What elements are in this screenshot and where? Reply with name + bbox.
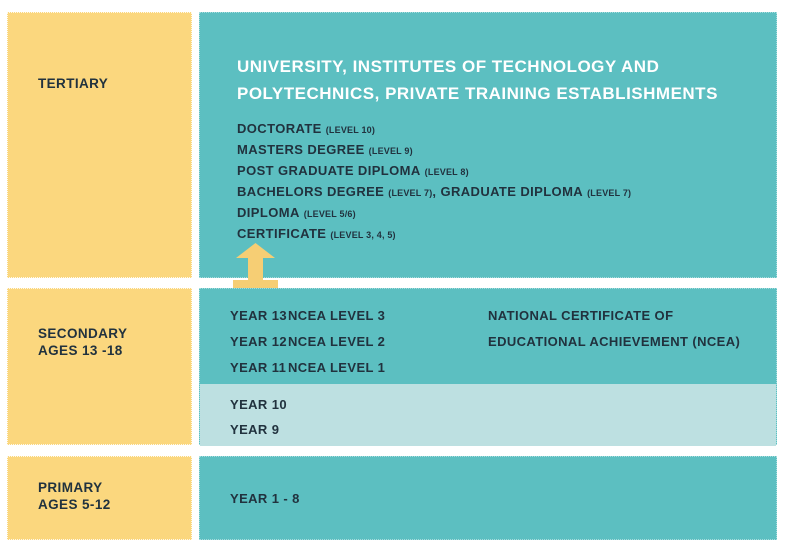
qualification-row: CERTIFICATE (LEVEL 3, 4, 5) [237,224,631,245]
secondary-label-box: SECONDARY AGES 13 -18 [7,288,192,445]
qualification-name: GRADUATE DIPLOMA [440,184,584,199]
primary-content-box: YEAR 1 - 8 [199,456,777,540]
senior-year-row: YEAR 11 NCEA LEVEL 1 [230,355,385,381]
junior-years-band: YEAR 10 YEAR 9 [200,384,776,446]
tertiary-label: TERTIARY [38,76,109,91]
tertiary-providers-title: UNIVERSITY, INSTITUTES OF TECHNOLOGY AND… [237,53,718,107]
tertiary-qualification-list: DOCTORATE (LEVEL 10) MASTERS DEGREE (LEVEL… [237,119,631,245]
primary-ages: AGES 5-12 [38,497,111,512]
qualification-separator: , [432,184,437,199]
qualification-level: (LEVEL 7) [388,188,433,198]
ncea-description-line1: NATIONAL CERTIFICATE OF [488,308,674,323]
tertiary-label-box: TERTIARY [7,12,192,278]
qualification-level: (LEVEL 10) [325,125,376,135]
secondary-ages: AGES 13 -18 [38,343,123,358]
senior-years-list: YEAR 13NCEA LEVEL 3 YEAR 12NCEA LEVEL 2 … [230,303,385,381]
junior-year-row: YEAR 9 [230,422,280,437]
ncea-description-line2: EDUCATIONAL ACHIEVEMENT (NCEA) [488,334,741,349]
secondary-content-box: YEAR 13NCEA LEVEL 3 YEAR 12NCEA LEVEL 2 … [199,288,777,446]
qualification-name: DIPLOMA [237,205,300,220]
qualification-level: (LEVEL 5/6) [303,209,356,219]
qualification-level: (LEVEL 7) [587,188,632,198]
qualification-row: BACHELORS DEGREE (LEVEL 7), GRADUATE DIPL… [237,182,631,203]
primary-label: PRIMARY [38,480,103,495]
qualification-row: MASTERS DEGREE (LEVEL 9) [237,140,631,161]
qualification-row: DIPLOMA (LEVEL 5/6) [237,203,631,224]
year-label: YEAR 11 [230,360,287,375]
primary-years-label: YEAR 1 - 8 [230,490,300,506]
ncea-level-label: NCEA LEVEL 2 [288,334,386,349]
up-arrow-icon [233,243,278,288]
qualification-row: POST GRADUATE DIPLOMA (LEVEL 8) [237,161,631,182]
qualification-level: (LEVEL 9) [368,146,413,156]
year-label: YEAR 13 [230,308,287,323]
secondary-label: SECONDARY [38,326,128,341]
ncea-level-label: NCEA LEVEL 1 [288,360,386,375]
qualification-name: MASTERS DEGREE [237,142,365,157]
qualification-level: (LEVEL 3, 4, 5) [330,230,396,240]
year-label: YEAR 12 [230,334,287,349]
qualification-name: POST GRADUATE DIPLOMA [237,163,421,178]
qualification-name: CERTIFICATE [237,226,327,241]
qualification-row: DOCTORATE (LEVEL 10) [237,119,631,140]
qualification-level: (LEVEL 8) [424,167,469,177]
qualification-name: BACHELORS DEGREE [237,184,385,199]
tertiary-content-box: UNIVERSITY, INSTITUTES OF TECHNOLOGY AND… [199,12,777,278]
tertiary-providers-line2: POLYTECHNICS, PRIVATE TRAINING ESTABLISH… [237,84,718,103]
tertiary-providers-line1: UNIVERSITY, INSTITUTES OF TECHNOLOGY AND [237,57,660,76]
qualification-name: DOCTORATE [237,121,322,136]
primary-label-box: PRIMARY AGES 5-12 [7,456,192,540]
junior-year-row: YEAR 10 [230,397,287,412]
ncea-description: NATIONAL CERTIFICATE OF EDUCATIONAL ACHI… [488,303,740,355]
senior-year-row: YEAR 13NCEA LEVEL 3 [230,303,385,329]
senior-year-row: YEAR 12NCEA LEVEL 2 [230,329,385,355]
ncea-level-label: NCEA LEVEL 3 [288,308,386,323]
